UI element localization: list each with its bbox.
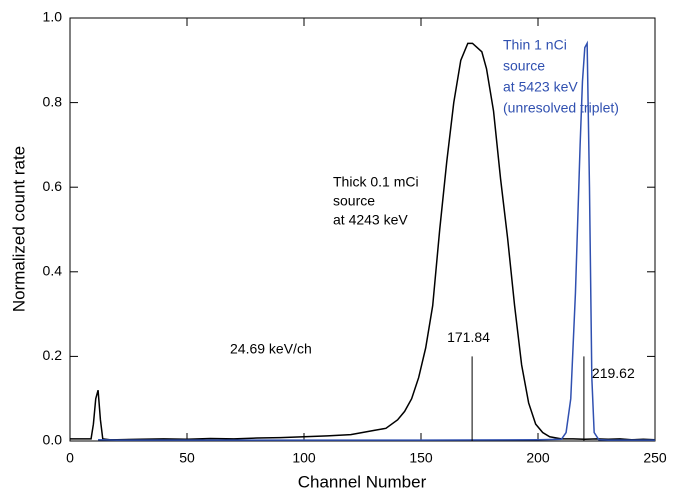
x-tick-label: 150 xyxy=(409,450,433,466)
y-tick-label: 0.8 xyxy=(43,93,63,109)
y-tick-label: 0.6 xyxy=(43,178,63,194)
x-tick-label: 50 xyxy=(179,450,195,466)
y-tick-label: 1.0 xyxy=(43,9,63,25)
y-tick-label: 0.4 xyxy=(43,263,63,279)
y-tick-label: 0.2 xyxy=(43,347,63,363)
peak-label: 219.62 xyxy=(592,365,635,381)
x-tick-label: 250 xyxy=(643,450,667,466)
x-tick-label: 100 xyxy=(292,450,316,466)
annotation: source xyxy=(333,193,375,209)
annotation: source xyxy=(503,58,545,74)
peak-label: 171.84 xyxy=(447,329,490,345)
y-axis-title: Normalized count rate xyxy=(9,146,28,312)
x-tick-label: 0 xyxy=(66,450,74,466)
x-axis-title: Channel Number xyxy=(298,472,427,491)
annotation: at 5423 keV xyxy=(503,79,578,95)
annotation: Thick 0.1 mCi xyxy=(333,174,419,190)
series-line xyxy=(98,40,655,441)
annotation: Thin 1 nCi xyxy=(503,37,567,53)
y-tick-label: 0.0 xyxy=(43,432,63,448)
annotation: at 4243 keV xyxy=(333,212,408,228)
annotation: 24.69 keV/ch xyxy=(230,341,312,357)
x-tick-label: 200 xyxy=(526,450,550,466)
annotation: (unresolved triplet) xyxy=(503,100,619,116)
plot-frame xyxy=(69,17,656,442)
